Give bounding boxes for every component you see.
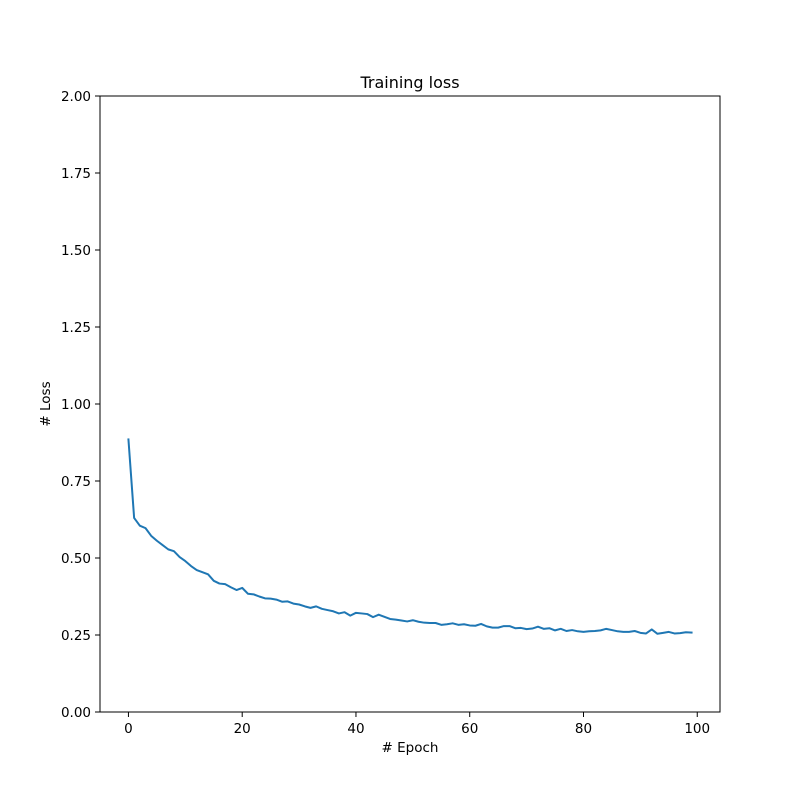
x-tick-label: 80 bbox=[575, 721, 592, 737]
y-tick-label: 1.00 bbox=[61, 397, 91, 413]
y-tick-label: 2.00 bbox=[61, 89, 91, 105]
x-axis-label: # Epoch bbox=[382, 740, 439, 756]
y-tick-label: 1.50 bbox=[61, 243, 91, 259]
x-tick-label: 0 bbox=[124, 721, 133, 737]
y-tick-label: 0.75 bbox=[61, 474, 91, 490]
chart-title: Training loss bbox=[359, 73, 459, 92]
x-tick-label: 60 bbox=[461, 721, 478, 737]
y-tick-label: 0.00 bbox=[61, 705, 91, 721]
y-tick-label: 1.75 bbox=[61, 166, 91, 182]
y-tick-label: 0.25 bbox=[61, 628, 91, 644]
plot-area: 0 20 40 60 80 100 0.00 0.25 0.50 0.75 1.00 1.25 1.50… bbox=[61, 89, 721, 737]
y-tick-label: 1.25 bbox=[61, 320, 91, 336]
x-tick-label: 40 bbox=[347, 721, 364, 737]
y-axis-label: # Loss bbox=[38, 381, 54, 426]
y-tick-label: 0.50 bbox=[61, 551, 91, 567]
x-tick-label: 20 bbox=[234, 721, 251, 737]
x-tick-label: 100 bbox=[684, 721, 710, 737]
series-line-0 bbox=[127, 438, 693, 635]
